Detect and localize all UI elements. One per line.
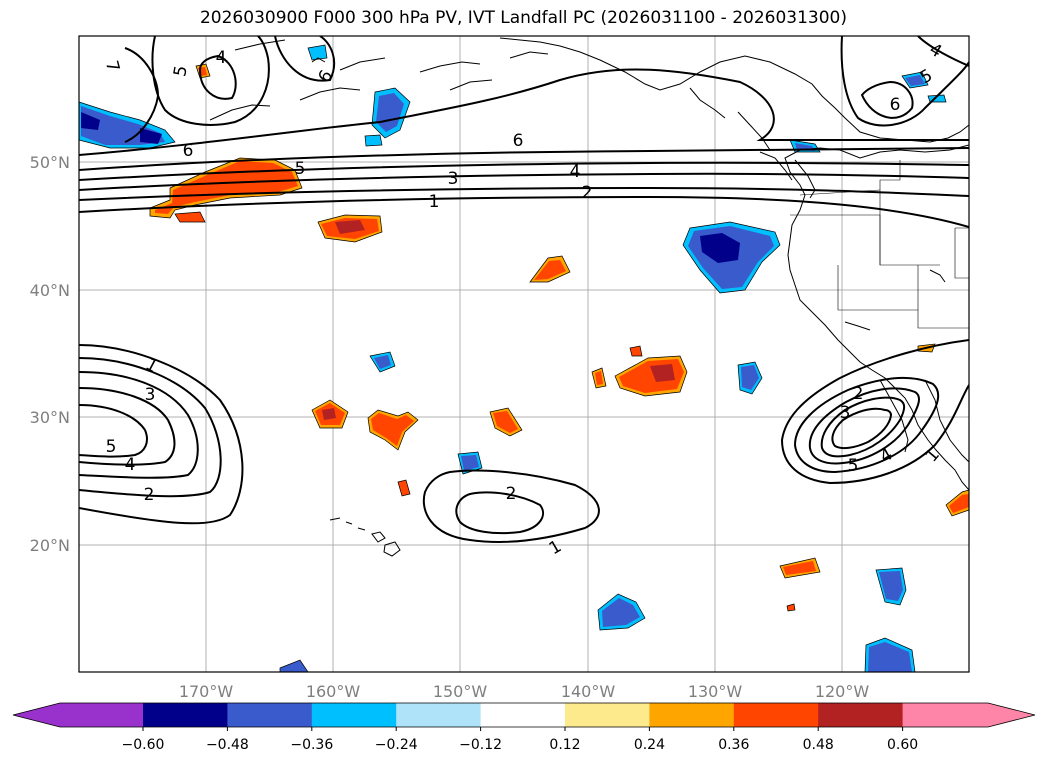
contour-line [831, 407, 893, 450]
colorbar-segment [227, 703, 313, 727]
contour-label: 5 [295, 159, 306, 179]
gridlines [79, 36, 969, 672]
lat-tick-label: 30°N [30, 408, 70, 427]
contour-label: 4 [125, 455, 136, 475]
contour-line [808, 387, 921, 465]
contour-line [455, 491, 545, 535]
lat-tick-label: 40°N [30, 281, 70, 300]
plot-frame [78, 35, 970, 673]
colorbar-segment [480, 703, 566, 727]
lon-tick-label: 160°W [306, 682, 361, 701]
contour-line [79, 172, 969, 191]
lon-tick-label: 120°W [815, 682, 870, 701]
map-title: 2026030900 F000 300 hPa PV, IVT Landfall… [199, 8, 847, 28]
contour-label: 4 [216, 48, 227, 68]
pv-negative-patch [279, 659, 309, 672]
political-borders [790, 160, 969, 329]
colorbar: −0.60 −0.48 −0.36 −0.24 −0.12 0.12 0.24 0.36 0.4… [12, 702, 1036, 753]
lon-tick-label: 150°W [433, 682, 488, 701]
longitude-tick-labels: 170°W 160°W 150°W 140°W 130°W 120°W [179, 682, 870, 701]
contour-label: 2 [506, 484, 517, 504]
contour-label: 3 [840, 403, 851, 423]
contour-label: 2 [853, 384, 864, 404]
colorbar-segment [649, 703, 735, 727]
contour-label: 2 [582, 183, 593, 203]
contour-line [198, 54, 237, 100]
colorbar-extend-low [13, 703, 143, 727]
colorbar-segment [311, 703, 397, 727]
contour-line [422, 469, 600, 543]
contour-label: 5 [106, 437, 117, 457]
lon-tick-label: 130°W [688, 682, 743, 701]
contour-line [917, 36, 969, 67]
colorbar-tick-label: −0.12 [459, 737, 502, 753]
contour-line [79, 404, 148, 458]
map-area: 7 4 5 6 6 6 5 3 1 4 2 6 4 5 6 1 3 5 4 2 … [79, 36, 969, 672]
colorbar-segment [733, 703, 819, 727]
contour-label: 4 [570, 162, 581, 182]
contour-line [151, 36, 270, 126]
contour-label: 7 [101, 58, 123, 74]
colorbar-segment [396, 703, 482, 727]
contour-line [79, 147, 969, 171]
contour-label: 6 [890, 95, 901, 115]
colorbar-tick-label: 0.24 [634, 737, 665, 753]
colorbar-tick-label: 0.60 [887, 737, 918, 753]
pv-negative-patch [364, 134, 383, 147]
pv-contours [79, 36, 969, 543]
lon-tick-label: 170°W [179, 682, 234, 701]
contour-line [79, 344, 244, 525]
contour-label: 6 [513, 131, 524, 151]
contour-line [79, 387, 176, 466]
contour-line [79, 195, 969, 228]
contour-line [793, 376, 940, 474]
contour-line [79, 68, 969, 156]
colorbar-tick-label: −0.36 [290, 737, 333, 753]
lat-tick-label: 20°N [30, 536, 70, 555]
colorbar-tick-label: −0.48 [206, 737, 249, 753]
colorbar-segment [143, 703, 228, 727]
contour-line [79, 371, 199, 479]
contour-label: 5 [170, 64, 192, 78]
contour-line [79, 186, 969, 201]
colorbar-outline [12, 702, 1036, 728]
colorbar-tick-label: 0.48 [803, 737, 834, 753]
contour-line [780, 339, 969, 485]
lat-tick-label: 50°N [30, 153, 70, 172]
pv-positive-patch [397, 479, 411, 497]
contour-line [820, 396, 906, 458]
contour-line [860, 80, 914, 119]
colorbar-segment [565, 703, 650, 727]
latitude-tick-labels: 50°N 40°N 30°N 20°N [30, 153, 70, 555]
pv-positive-patch [629, 345, 643, 357]
contour-label: 3 [145, 385, 156, 405]
pv-negative-patch [307, 44, 328, 61]
colorbar-tick-label: −0.60 [122, 737, 165, 753]
contour-line [79, 357, 222, 498]
colorbar-extend-high [902, 703, 1035, 727]
colorbar-tick-label: −0.24 [375, 737, 418, 753]
contour-label: 3 [448, 169, 459, 189]
contour-label: 6 [183, 141, 194, 161]
contour-label: 5 [848, 456, 859, 476]
colorbar-tick-label: 0.12 [549, 737, 580, 753]
colorbar-segment [818, 703, 904, 727]
contour-line [274, 36, 336, 82]
lon-tick-label: 140°W [561, 682, 616, 701]
contour-line [840, 36, 969, 127]
pv-shading [79, 44, 969, 672]
contour-label: 1 [429, 192, 440, 212]
colorbar-tick-label: 0.36 [718, 737, 749, 753]
contour-label: 2 [144, 485, 155, 505]
contour-line [79, 161, 969, 181]
